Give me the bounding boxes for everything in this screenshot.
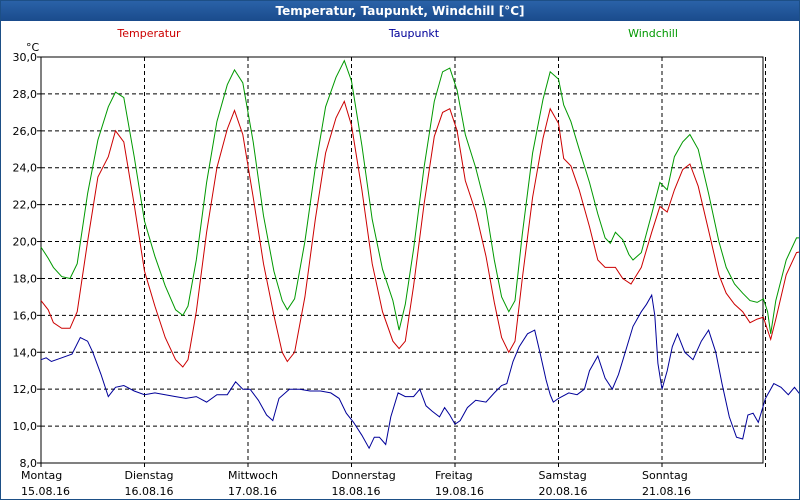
y-tick-label: 20,0 [13,236,38,249]
y-tick-label: 18,0 [13,272,38,285]
legend-windchill: Windchill [628,27,678,40]
series-line-taupunkt [40,293,799,450]
series-group [40,59,799,450]
legend-taupunkt: Taupunkt [388,27,440,40]
y-axis-unit: °C [26,41,40,54]
x-date-label: 19.08.16 [435,485,484,498]
x-weekday-label: Freitag [435,469,473,482]
x-weekday-label: Mittwoch [228,469,278,482]
y-tick-label: 22,0 [13,199,38,212]
x-date-label: 21.08.16 [642,485,691,498]
legend-temperatur: Temperatur [116,27,181,40]
x-date-label: 18.08.16 [332,485,381,498]
y-tick-label: 30,0 [13,51,38,64]
y-tick-label: 26,0 [13,125,38,138]
y-tick-label: 28,0 [13,88,38,101]
y-tick-label: 10,0 [13,420,38,433]
x-date-label: 15.08.16 [21,485,70,498]
x-weekday-label: Sonntag [642,469,688,482]
series-line-temperatur [40,99,799,368]
y-tick-label: 14,0 [13,346,38,359]
y-tick-label: 12,0 [13,383,38,396]
x-axis: Montag 15.08.16 Dienstag 16.08.16 Mittwoch 17… [21,463,766,498]
plot-area-frame [40,56,764,464]
x-weekday-label: Samstag [539,469,587,482]
grid-lines [41,57,766,463]
x-weekday-label: Dienstag [125,469,174,482]
x-date-label: 17.08.16 [228,485,277,498]
chart-title: Temperatur, Taupunkt, Windchill [°C] [1,1,799,21]
y-axis: 8,0 10,0 12,0 14,0 16,0 18,0 20,0 22,0 24,0 26,0 2… [13,41,41,470]
y-tick-label: 8,0 [20,457,38,470]
y-tick-label: 16,0 [13,309,38,322]
x-date-label: 20.08.16 [539,485,588,498]
chart-svg: 8,0 10,0 12,0 14,0 16,0 18,0 20,0 22,0 24,0 26,0 2… [13,27,799,498]
y-tick-label: 24,0 [13,162,38,175]
x-date-label: 16.08.16 [125,485,174,498]
legend: Temperatur Taupunkt Windchill [116,27,678,40]
series-line-windchill [40,59,799,334]
x-weekday-label: Donnerstag [332,469,396,482]
x-weekday-label: Montag [21,469,62,482]
